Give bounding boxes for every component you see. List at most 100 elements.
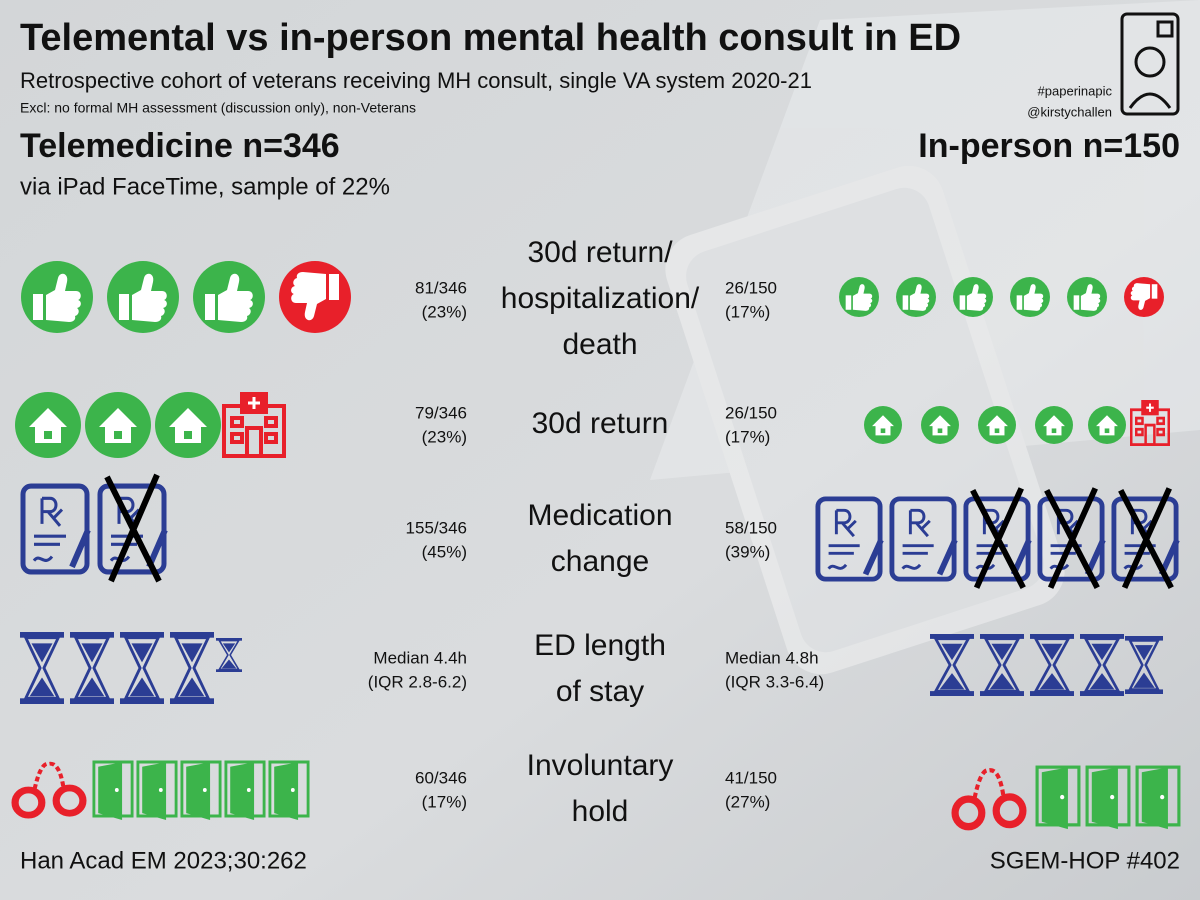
icon-part xyxy=(930,691,974,696)
tag: @kirstychallen xyxy=(1027,104,1112,119)
house xyxy=(978,406,1016,444)
icon-part xyxy=(1118,487,1174,590)
icon-part xyxy=(1151,284,1158,299)
thumb-up xyxy=(953,277,993,317)
hourglass xyxy=(930,634,974,696)
icon-part xyxy=(1060,794,1065,800)
icon-part xyxy=(119,273,167,322)
icon-part xyxy=(959,284,987,311)
in-person-stat: 26/150 xyxy=(725,278,777,297)
icon-part xyxy=(901,544,934,570)
icon-part xyxy=(1160,794,1165,800)
icon-part xyxy=(97,483,167,575)
icon-part xyxy=(902,284,930,311)
icon-part xyxy=(230,416,244,428)
door xyxy=(268,760,310,820)
icon-part xyxy=(1156,427,1165,437)
icon-head xyxy=(1134,46,1166,78)
icon-part xyxy=(73,636,111,700)
icon-part xyxy=(33,294,43,320)
in-person-stat: (IQR 3.3-6.4) xyxy=(725,672,824,691)
outcome-label: ED length xyxy=(534,629,666,662)
icon-part xyxy=(902,295,909,310)
icon-part xyxy=(1039,643,1065,690)
outcome-label: Medication xyxy=(527,499,672,532)
icon-part xyxy=(1144,423,1156,447)
icon-part xyxy=(930,634,974,639)
icon-part xyxy=(980,691,1024,696)
in-person-stat: (17%) xyxy=(725,427,770,446)
telemedicine-stat: (17%) xyxy=(422,792,467,811)
icon-part xyxy=(1091,767,1118,830)
icon-part xyxy=(970,487,1026,590)
icon-part xyxy=(79,643,105,697)
icon-part xyxy=(1073,295,1080,310)
telemedicine-stat: (IQR 2.8-6.2) xyxy=(368,672,467,691)
icon-part xyxy=(32,761,66,790)
icon-part xyxy=(120,698,164,704)
icon-part xyxy=(989,643,1015,690)
icon-part xyxy=(1130,508,1153,538)
in-person-stat: Median 4.8h xyxy=(725,648,819,667)
icon-part xyxy=(1080,634,1124,639)
outcome-label: hold xyxy=(572,795,629,828)
icon-part xyxy=(129,643,155,697)
icon-part xyxy=(29,643,55,697)
icon-part xyxy=(929,415,951,436)
icon-part xyxy=(99,408,137,443)
icon-part xyxy=(218,640,240,670)
icon-part xyxy=(179,643,205,697)
citation: Han Acad EM 2023;30:262 xyxy=(20,847,307,874)
door xyxy=(1035,765,1081,830)
icon-part xyxy=(1130,283,1158,310)
icon-part xyxy=(132,273,167,322)
outcome-label: of stay xyxy=(556,675,644,708)
icon-part xyxy=(1044,487,1100,590)
icon-part xyxy=(186,762,211,820)
prescription xyxy=(815,496,884,582)
icon-part xyxy=(170,698,214,704)
icon-part xyxy=(845,295,852,310)
icon-part xyxy=(23,636,61,700)
handcuffs xyxy=(11,761,87,819)
thumb-up xyxy=(1067,277,1107,317)
icon-part xyxy=(1141,767,1168,830)
icon-part xyxy=(1033,637,1071,693)
prescription xyxy=(1037,487,1106,590)
icon-part xyxy=(1016,284,1044,311)
icon-part xyxy=(1125,636,1163,641)
icon-part xyxy=(1089,643,1115,690)
hourglass xyxy=(1080,634,1124,696)
group-title: Telemedicine n=346 xyxy=(20,127,340,165)
exclusions: Excl: no formal MH assessment (discussio… xyxy=(20,100,416,116)
handcuffs xyxy=(951,768,1027,831)
icon-part xyxy=(44,431,52,439)
icon-part xyxy=(951,795,986,831)
hourglass xyxy=(70,632,115,704)
house xyxy=(1035,406,1073,444)
icon-part xyxy=(889,496,957,582)
icon-part xyxy=(983,637,1021,693)
door xyxy=(136,760,178,820)
icon-part xyxy=(264,416,278,428)
icon-part xyxy=(29,408,67,443)
house xyxy=(864,406,902,444)
door xyxy=(224,760,266,820)
icon-part xyxy=(52,784,87,817)
icon-part xyxy=(123,636,161,700)
icon-part xyxy=(1037,496,1105,582)
title: Telemental vs in-person mental health co… xyxy=(20,17,961,59)
icon-part xyxy=(933,637,971,693)
thumb-up xyxy=(21,261,93,333)
icon-part xyxy=(1125,689,1163,694)
outcome-label: Involuntary xyxy=(527,749,674,782)
hospital xyxy=(1130,400,1170,447)
hourglass xyxy=(170,632,214,704)
tag: #paperinapic xyxy=(1038,83,1113,98)
outcome-label: 30d return/ xyxy=(527,236,673,269)
icon-part xyxy=(40,496,64,527)
icon-part xyxy=(1023,284,1044,311)
icon-part xyxy=(909,284,930,311)
hourglass xyxy=(1125,636,1163,694)
icon-part xyxy=(1128,639,1160,691)
